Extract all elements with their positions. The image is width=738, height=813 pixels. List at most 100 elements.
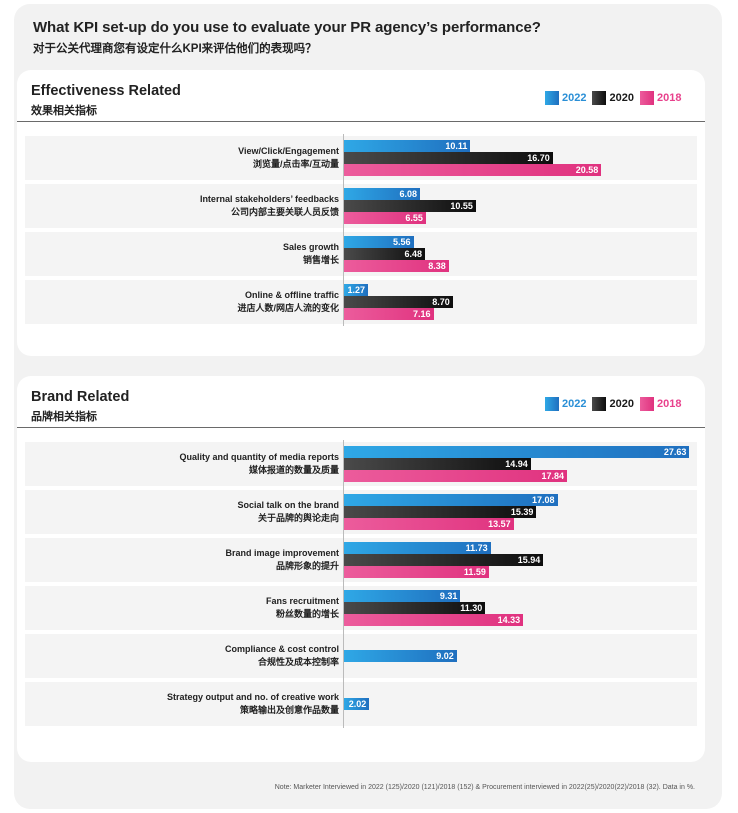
category-label-en: Fans recruitment (265, 596, 339, 606)
brand-panel: Brand Related 品牌相关指标 2022 2020 2018 Qualit… (17, 376, 705, 762)
category-label-en: Social talk on the brand (237, 500, 339, 510)
bar-2018: 14.33 (344, 614, 524, 626)
legend-label: 2020 (609, 398, 634, 410)
category-label-en: Internal stakeholders’ feedbacks (199, 194, 339, 204)
bar-value-label: 9.31 (439, 591, 458, 601)
category-label-zh: 品牌形象的提升 (275, 561, 339, 571)
bar-value-label: 2.02 (348, 699, 367, 709)
bar-value-label: 9.02 (436, 651, 454, 661)
category-label-en: Strategy output and no. of creative work (166, 692, 339, 702)
category-label-zh: 公司内部主要关联人员反馈 (230, 207, 339, 217)
value-axis-line (343, 134, 344, 326)
category-label-en: View/Click/Engagement (238, 146, 339, 156)
category-label-en: Brand image improvement (225, 548, 339, 558)
footnote: Note: Marketer Interviewed in 2022 (125)… (274, 784, 695, 791)
bar-2022: 11.73 (344, 542, 491, 554)
category-label-zh: 浏览量/点击率/互动量 (252, 159, 339, 169)
bar-value-label: 11.59 (463, 567, 486, 577)
bar-2022: 6.08 (344, 188, 420, 200)
bar-value-label: 17.84 (541, 471, 564, 481)
legend-swatch (545, 91, 559, 105)
bar-value-label: 8.70 (432, 297, 450, 307)
bar-value-label: 10.11 (445, 141, 468, 151)
bar-value-label: 27.63 (663, 447, 687, 457)
bar-value-label: 6.08 (399, 189, 417, 199)
bar-2018: 6.55 (344, 212, 426, 224)
bar-value-label: 6.48 (404, 249, 422, 259)
bar-2022: 27.63 (344, 446, 690, 458)
legend-item-2022: 2022 (545, 397, 586, 411)
bar-2018: 7.16 (344, 308, 434, 320)
bar-value-label: 13.57 (488, 519, 511, 529)
category-label-zh: 粉丝数量的增长 (275, 609, 339, 619)
bar-value-label: 5.56 (392, 237, 411, 247)
bar-2018: 13.57 (344, 518, 514, 530)
bar-value-label: 11.30 (460, 603, 483, 613)
bar-2020: 8.70 (344, 296, 453, 308)
category-label-zh: 策略输出及创意作品数量 (239, 705, 339, 715)
panel-subtitle: 品牌相关指标 (31, 411, 97, 423)
category-label-zh: 关于品牌的舆论走向 (257, 513, 339, 523)
legend: 2022 2020 2018 (539, 90, 681, 106)
category-label-zh: 媒体报道的数量及质量 (248, 465, 339, 475)
legend-label: 2022 (562, 398, 587, 410)
bar-value-label: 8.38 (428, 261, 446, 271)
legend-item-2018: 2018 (639, 397, 682, 411)
legend-swatch (592, 397, 607, 411)
bar-2020: 16.70 (344, 152, 553, 164)
bar-value-label: 14.33 (497, 615, 521, 625)
bar-2020: 14.94 (344, 458, 531, 470)
bar-value-label: 15.39 (510, 507, 534, 517)
bar-2018: 17.84 (344, 470, 567, 482)
bar-2018: 11.59 (344, 566, 489, 578)
bar-2022: 17.08 (344, 494, 558, 506)
bar-2020: 6.48 (344, 248, 425, 260)
bar-value-label: 6.55 (405, 213, 423, 223)
bar-2020: 10.55 (344, 200, 476, 212)
effectiveness-panel: Effectiveness Related 效果相关指标 2022 2020 201… (17, 70, 705, 356)
value-axis-line (343, 440, 344, 728)
legend-label: 2020 (609, 92, 634, 104)
bar-2022: 10.11 (344, 140, 471, 152)
bar-value-label: 14.94 (505, 459, 528, 469)
category-label-en: Online & offline traffic (244, 290, 339, 300)
bar-value-label: 11.73 (465, 543, 488, 553)
bar-value-label: 16.70 (527, 153, 550, 163)
bar-2020: 11.30 (344, 602, 486, 614)
question-subtitle: 对于公关代理商您有设定什么KPI来评估他们的表现吗？ (33, 43, 317, 55)
category-label-zh: 合规性及成本控制率 (257, 657, 339, 667)
legend-swatch (545, 397, 559, 411)
bar-2020: 15.39 (344, 506, 537, 518)
legend-swatch (639, 91, 654, 105)
category-label-en: Compliance & cost control (224, 644, 339, 654)
bar-2018: 8.38 (344, 260, 449, 272)
bar-2020: 15.94 (344, 554, 544, 566)
bar-2022: 9.02 (344, 650, 457, 662)
question-title: What KPI set-up do you use to evaluate y… (33, 19, 541, 36)
panel-header: Brand Related 品牌相关指标 2022 2020 2018 (17, 376, 705, 428)
category-label-zh: 销售增长 (302, 255, 339, 265)
panel-title: Brand Related (31, 389, 130, 405)
legend: 2022 2020 2018 (539, 396, 681, 412)
category-label-zh: 进店人数/网店人流的变化 (237, 303, 339, 313)
legend-label: 2018 (656, 398, 682, 410)
category-label-en: Sales growth (282, 242, 339, 252)
category-label-en: Quality and quantity of media reports (179, 452, 339, 462)
bar-2022: 9.31 (344, 590, 461, 602)
bar-2022: 5.56 (344, 236, 414, 248)
bar-value-label: 20.58 (575, 165, 599, 175)
legend-item-2020: 2020 (592, 91, 634, 105)
panel-header: Effectiveness Related 效果相关指标 2022 2020 201… (17, 70, 705, 122)
panel-subtitle: 效果相关指标 (31, 105, 97, 117)
bar-2022: 2.02 (344, 698, 370, 710)
bar-value-label: 1.27 (347, 285, 365, 295)
bar-value-label: 10.55 (450, 201, 473, 211)
legend-swatch (592, 91, 607, 105)
legend-item-2022: 2022 (545, 91, 586, 105)
panel-title: Effectiveness Related (31, 83, 181, 99)
legend-swatch (639, 397, 654, 411)
bar-2022: 1.27 (344, 284, 368, 296)
bar-value-label: 15.94 (517, 555, 541, 565)
legend-item-2018: 2018 (639, 91, 682, 105)
legend-label: 2018 (656, 92, 682, 104)
